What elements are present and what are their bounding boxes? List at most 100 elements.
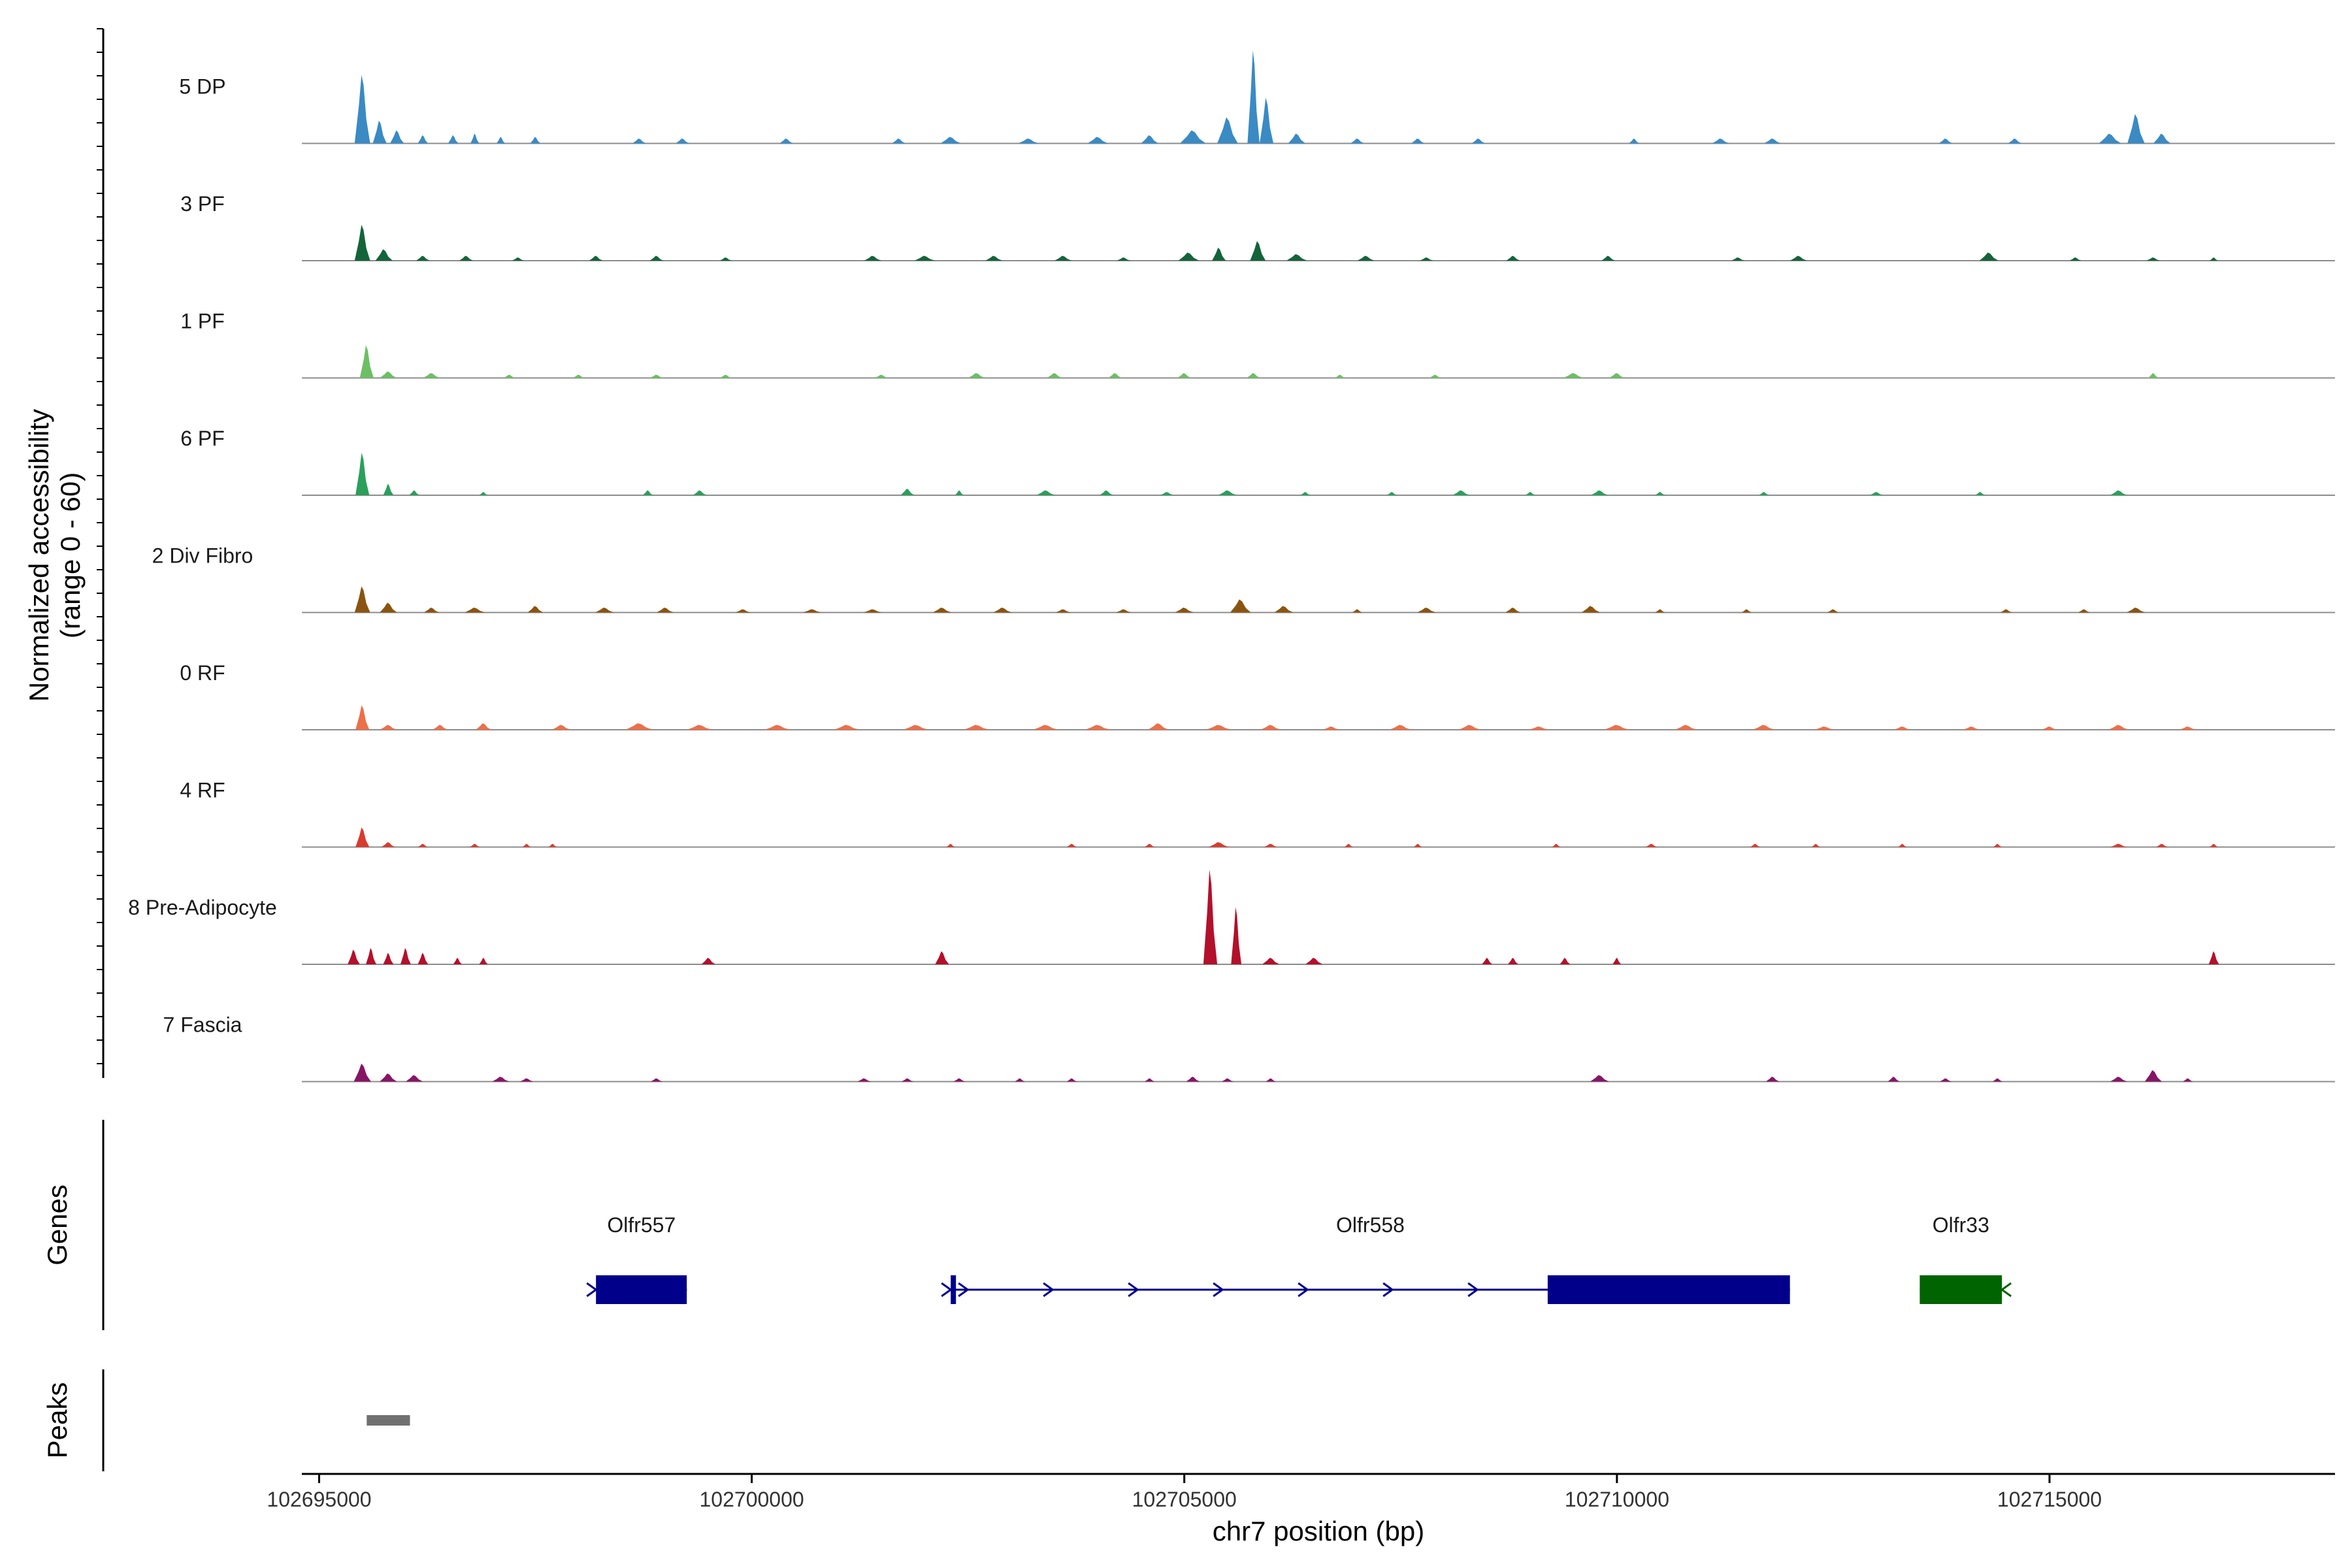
- track-1-pf: 1 PF: [180, 310, 2335, 379]
- coverage-peak: [1247, 373, 1261, 378]
- coverage-peak: [1590, 1075, 1609, 1082]
- coverage-peak: [423, 608, 440, 613]
- coverage-peak: [1186, 1077, 1200, 1082]
- coverage-peak: [530, 137, 541, 144]
- strand-chevron: [1467, 1282, 1479, 1298]
- coverage-peak: [1262, 958, 1280, 964]
- x-tick-label: 102700000: [700, 1488, 804, 1511]
- coverage-peak: [433, 725, 448, 730]
- coverage-peak: [2110, 1077, 2128, 1082]
- coverage-peak: [1180, 130, 1206, 144]
- coverage-peak: [914, 255, 936, 261]
- coverage-peak: [1100, 490, 1114, 495]
- coverage-peak: [2153, 133, 2171, 144]
- coverage-peak: [2179, 727, 2197, 730]
- coverage-peak: [985, 255, 1003, 261]
- coverage-peak: [459, 255, 474, 261]
- peaks-panel-label: Peaks: [42, 1382, 73, 1459]
- y-axis-title-line2: (range 0 - 60): [55, 472, 86, 638]
- coverage-peak: [355, 453, 370, 495]
- coverage-peak: [1979, 252, 1999, 261]
- coverage-peak: [1750, 843, 1761, 847]
- coverage-peak: [1141, 135, 1158, 144]
- coverage-peak: [1018, 139, 1039, 144]
- coverage-peak: [1604, 725, 1630, 730]
- coverage-peak: [453, 958, 462, 964]
- coverage-peak: [901, 1078, 914, 1082]
- coverage-peak: [1612, 958, 1622, 964]
- coverage-peak: [1552, 843, 1561, 847]
- strand-chevron: [2000, 1282, 2012, 1298]
- coverage-peak: [932, 608, 952, 613]
- coverage-tracks: 5 DP 3 PF 1 PF 6 PF 2 Div Fibro 0 RF 4 RF 8 Pre…: [128, 50, 2335, 1083]
- coverage-peak: [649, 255, 664, 261]
- coverage-peak: [1350, 139, 1365, 144]
- strand-chevron: [1213, 1282, 1224, 1298]
- coverage-peak: [1674, 725, 1697, 730]
- coverage-peak: [1471, 139, 1486, 144]
- track-2-div-fibro: 2 Div Fibro: [152, 544, 2335, 613]
- coverage-peak: [2148, 373, 2159, 378]
- coverage-peak: [380, 371, 397, 378]
- coverage-peak: [1352, 609, 1363, 613]
- coverage-peak: [1765, 1077, 1780, 1082]
- coverage-peak: [1054, 255, 1072, 261]
- coverage-peak: [1087, 137, 1109, 144]
- strand-chevron: [1382, 1282, 1394, 1298]
- coverage-peak: [632, 139, 647, 144]
- coverage-peak: [409, 490, 420, 495]
- coverage-peak: [1203, 870, 1218, 964]
- coverage-peak: [400, 948, 411, 964]
- track-7-fascia: 7 Fascia: [163, 1013, 2335, 1083]
- coverage-peak: [1386, 492, 1397, 495]
- track-3-pf: 3 PF: [180, 192, 2335, 261]
- coverage-peak: [2210, 257, 2219, 261]
- gene-exon: [596, 1275, 687, 1304]
- coverage-peak: [1221, 1078, 1234, 1082]
- coverage-peak: [375, 249, 393, 261]
- coverage-peak: [2000, 609, 2013, 613]
- coverage-peak: [935, 951, 949, 964]
- peak-regions: [367, 1415, 410, 1426]
- coverage-peak: [1335, 374, 1346, 378]
- coverage-peak: [1764, 139, 1782, 144]
- gene-label: Olfr557: [607, 1213, 676, 1237]
- coverage-peak: [1731, 257, 1745, 261]
- coverage-peak: [479, 492, 488, 495]
- coverage-peak: [1887, 1077, 1900, 1082]
- x-tick-label: 102705000: [1132, 1488, 1237, 1511]
- track-5-dp: 5 DP: [179, 50, 2335, 144]
- peak-region: [367, 1415, 410, 1426]
- track-label: 5 DP: [179, 75, 225, 99]
- coverage-peak: [903, 725, 930, 730]
- coverage-peak: [1655, 492, 1665, 495]
- coverage-peak: [1208, 842, 1230, 847]
- coverage-peak: [2008, 139, 2022, 144]
- coverage-peak: [1814, 727, 1835, 730]
- coverage-peak: [1759, 492, 1769, 495]
- coverage-peak: [1066, 843, 1077, 847]
- coverage-peak: [1250, 241, 1266, 261]
- coverage-peak: [1322, 727, 1341, 730]
- coverage-peak: [1629, 139, 1640, 144]
- coverage-peak: [380, 1073, 397, 1082]
- coverage-peak: [1300, 492, 1311, 495]
- coverage-peak: [1413, 843, 1422, 847]
- coverage-peak: [1305, 958, 1323, 964]
- coverage-peak: [2210, 843, 2219, 847]
- coverage-peak: [953, 1078, 966, 1082]
- coverage-peak: [1247, 50, 1260, 144]
- coverage-peak: [693, 490, 707, 495]
- coverage-peak: [492, 1077, 510, 1082]
- gene-label: Olfr558: [1336, 1213, 1405, 1237]
- coverage-peak: [1260, 725, 1282, 730]
- coverage-peak: [735, 609, 751, 613]
- coverage-peak: [779, 139, 794, 144]
- coverage-peak: [719, 374, 732, 378]
- coverage-peak: [1645, 843, 1658, 847]
- coverage-peak: [448, 135, 459, 144]
- coverage-peak: [892, 139, 906, 144]
- coverage-peak: [834, 725, 860, 730]
- coverage-peak: [946, 843, 955, 847]
- track-label: 4 RF: [180, 779, 225, 802]
